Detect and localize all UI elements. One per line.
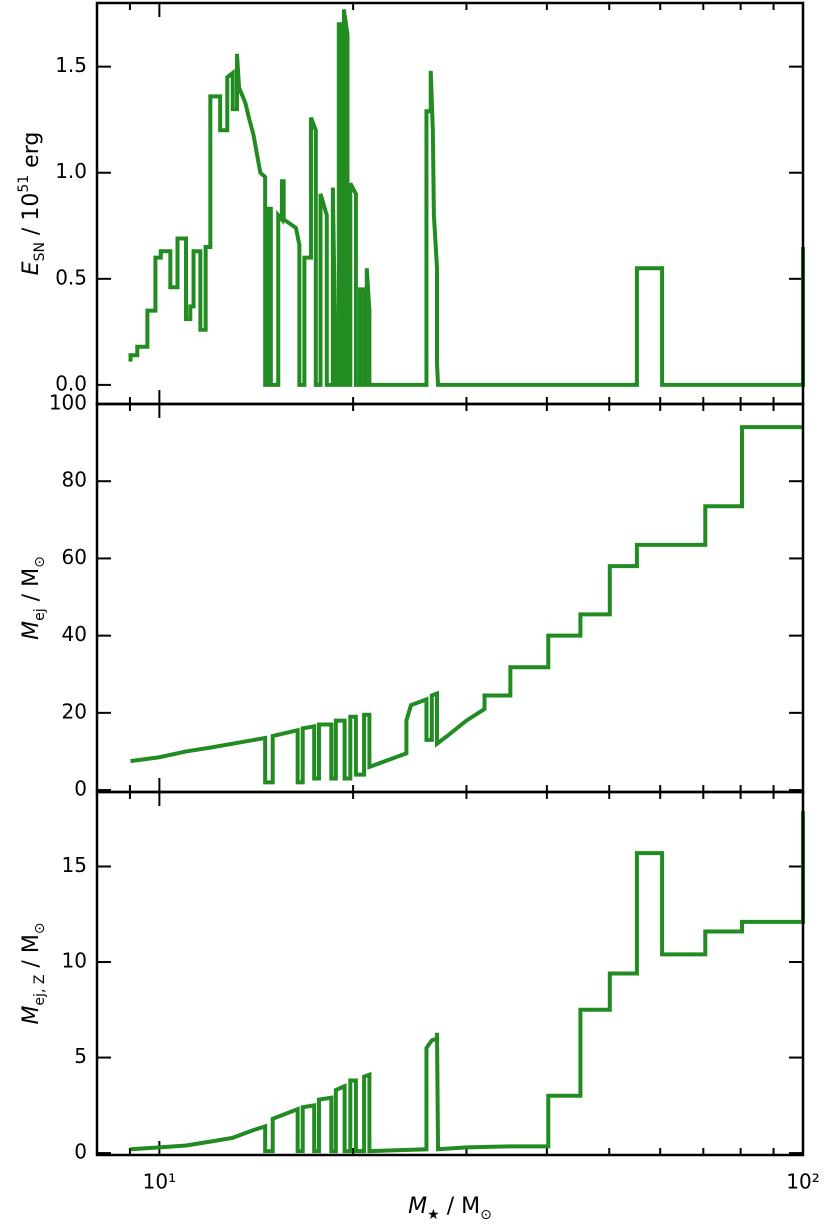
label-part: ⊙ <box>32 922 48 934</box>
y-tick-label: 80 <box>62 468 87 492</box>
y-axis-label: Mej, Z / M⊙ <box>19 922 48 1024</box>
x-tick-label: 10² <box>786 1170 819 1194</box>
y-tick-label: 0 <box>74 777 87 801</box>
label-part: ⊙ <box>480 1207 492 1223</box>
label-part: SN <box>32 242 48 261</box>
label-part: / M <box>440 1194 480 1219</box>
y-tick-label: 0.0 <box>55 371 87 395</box>
label-part: 51 <box>16 175 32 193</box>
y-tick-label: 60 <box>62 545 87 569</box>
y-tick-label: 40 <box>62 622 87 646</box>
line <box>128 9 805 387</box>
line <box>130 811 805 1154</box>
label-part: ej, Z <box>32 975 48 1006</box>
plot-frame <box>95 1 805 406</box>
label-part: / 10 <box>19 193 44 242</box>
plot-frame <box>95 790 805 1157</box>
label-part: ej <box>32 608 48 621</box>
label-part: E <box>19 261 44 275</box>
y-axis-label: Mej / M⊙ <box>19 556 48 640</box>
y-axis-label: ESN / 1051 erg <box>16 132 48 276</box>
label-part: / M <box>19 934 44 974</box>
y-tick-label: 0 <box>74 1140 87 1164</box>
label-part: M <box>408 1194 427 1219</box>
y-tick-label: 0.5 <box>55 265 87 289</box>
label-part: / M <box>19 568 44 608</box>
label-part: M <box>19 1006 44 1025</box>
y-tick-label: 100 <box>49 391 87 415</box>
y-tick-label: 20 <box>62 699 87 723</box>
x-tick-label: 10¹ <box>143 1170 176 1194</box>
label-part: ⊙ <box>32 556 48 568</box>
line <box>130 425 803 785</box>
label-part: ★ <box>427 1207 440 1223</box>
label-part: erg <box>19 132 44 175</box>
y-tick-label: 10 <box>62 949 87 973</box>
label-part: M <box>19 621 44 640</box>
x-axis-label: M★ / M⊙ <box>408 1194 492 1223</box>
y-tick-label: 15 <box>62 853 87 877</box>
y-tick-label: 5 <box>74 1044 87 1068</box>
y-tick-label: 1.0 <box>55 159 87 183</box>
y-tick-label: 1.5 <box>55 53 87 77</box>
